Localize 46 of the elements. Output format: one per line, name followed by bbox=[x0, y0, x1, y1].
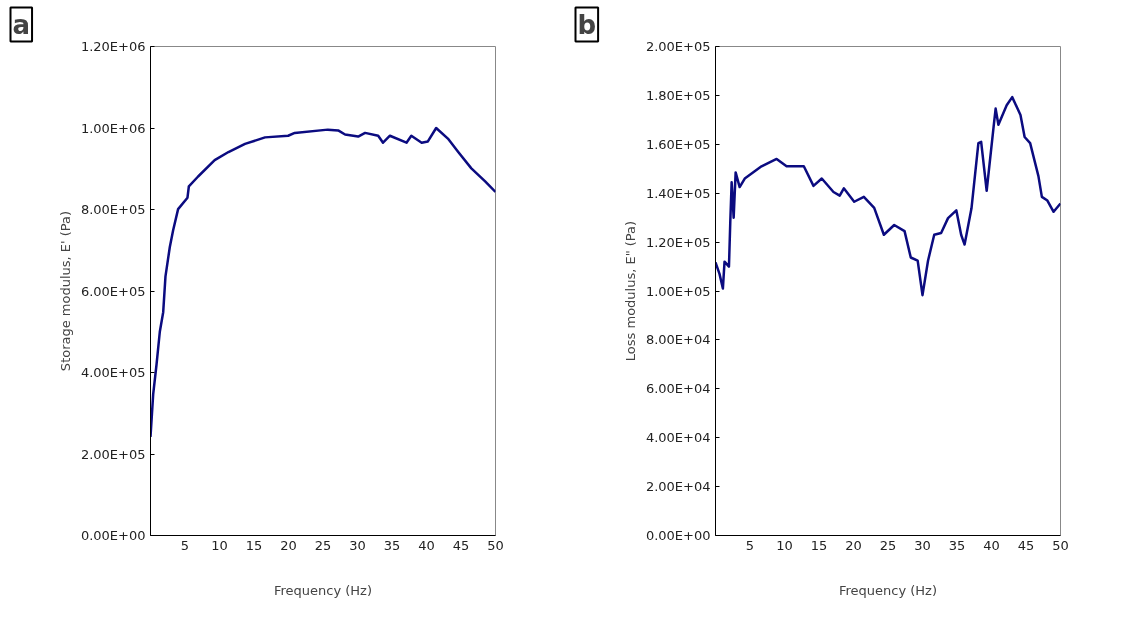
y-tick-label: 1.40E+05 bbox=[645, 185, 711, 201]
x-tick-label: 45 bbox=[452, 537, 470, 553]
x-tick-label: 45 bbox=[1017, 537, 1035, 553]
x-tick-label: 25 bbox=[879, 537, 897, 553]
x-tick-label: 40 bbox=[418, 537, 435, 553]
y-tick-label: 0.00E+00 bbox=[80, 528, 146, 543]
x-tick-label: 10 bbox=[211, 537, 228, 553]
x-axis-title: Frequency (Hz) bbox=[838, 582, 938, 598]
x-tick-label: 5 bbox=[180, 537, 190, 553]
x-tick-label: 40 bbox=[983, 537, 1000, 553]
line-series bbox=[150, 126, 496, 439]
y-axis-title: Loss modulus, E" (Pa) bbox=[622, 220, 638, 362]
x-tick-label: 30 bbox=[349, 537, 366, 553]
text: b bbox=[577, 9, 597, 40]
y-tick-label: 4.00E+05 bbox=[80, 365, 146, 380]
y-tick-label: 8.00E+05 bbox=[80, 202, 146, 217]
x-tick-label: 50 bbox=[487, 537, 504, 553]
x-tick-label: 25 bbox=[314, 537, 332, 553]
line-series bbox=[715, 95, 1061, 297]
x-tick-label: 5 bbox=[745, 537, 755, 553]
x-tick-label: 35 bbox=[383, 537, 401, 553]
y-tick-label: 2.00E+05 bbox=[645, 39, 711, 54]
y-tick-label: 1.00E+06 bbox=[80, 120, 146, 136]
y-tick-label: 0.00E+00 bbox=[645, 528, 711, 543]
x-tick-label: 35 bbox=[948, 537, 966, 553]
y-tick-label: 8.00E+04 bbox=[645, 332, 711, 348]
x-tick-label: 15 bbox=[810, 537, 828, 553]
y-tick-label: 4.00E+04 bbox=[645, 430, 711, 446]
x-tick-label: 30 bbox=[914, 537, 931, 553]
x-tick-label: 20 bbox=[280, 537, 297, 553]
y-axis-title: Storage modulus, E' (Pa) bbox=[57, 210, 73, 372]
x-axis-title: Frequency (Hz) bbox=[273, 582, 373, 598]
y-tick-label: 1.20E+06 bbox=[80, 39, 146, 54]
x-tick-label: 10 bbox=[776, 537, 793, 553]
y-tick-label: 1.80E+05 bbox=[645, 87, 711, 103]
x-tick-label: 20 bbox=[845, 537, 862, 553]
y-tick-label: 2.00E+05 bbox=[80, 446, 146, 462]
x-tick-label: 50 bbox=[1052, 537, 1069, 553]
x-tick-label: 15 bbox=[245, 537, 263, 553]
y-tick-label: 6.00E+04 bbox=[645, 381, 711, 397]
y-tick-label: 2.00E+04 bbox=[645, 479, 711, 495]
y-tick-label: 1.00E+05 bbox=[645, 283, 711, 299]
y-tick-label: 6.00E+05 bbox=[80, 283, 146, 299]
y-tick-label: 1.60E+05 bbox=[645, 136, 711, 152]
text: a bbox=[12, 9, 31, 40]
y-tick-label: 1.20E+05 bbox=[645, 234, 711, 250]
